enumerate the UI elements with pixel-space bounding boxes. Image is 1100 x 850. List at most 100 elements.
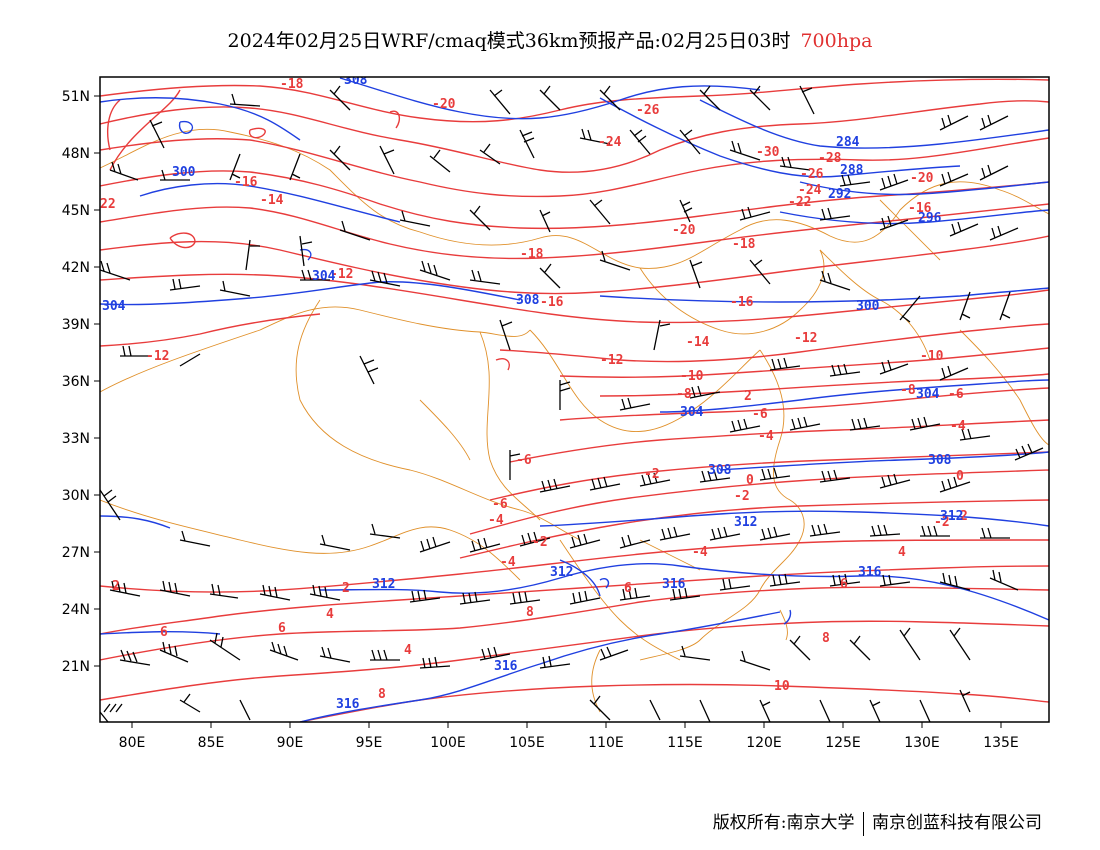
temp-label: -2 [644, 467, 660, 482]
wind-barbs [100, 85, 1044, 722]
chart-title: 2024年02月25日WRF/cmaq模式36km预报产品:02月25日03时 7… [0, 26, 1100, 53]
lon-tick: 85E [198, 722, 225, 751]
lon-label: 100E [430, 735, 466, 751]
height-label: 296 [918, 211, 942, 226]
lon-label: 105E [509, 735, 545, 751]
temp-label: 8 [378, 687, 386, 702]
temp-label: 2 [960, 509, 968, 524]
lat-label: 30N [62, 488, 90, 504]
temp-label: -24 [798, 183, 822, 198]
temp-label: -4 [500, 555, 516, 570]
lon-label: 90E [277, 735, 304, 751]
lon-label: 130E [904, 735, 940, 751]
temp-label: -4 [692, 545, 708, 560]
footer-divider [862, 811, 864, 836]
temp-label: -26 [800, 167, 824, 182]
height-label: 308 [928, 453, 952, 468]
lat-label: 51N [62, 89, 90, 105]
temp-label: -4 [488, 513, 504, 528]
temp-label: -10 [680, 369, 704, 384]
temp-label: 0 [746, 473, 754, 488]
lat-label: 21N [62, 659, 90, 675]
lat-tick: 24N [62, 602, 100, 618]
lat-tick: 42N [62, 260, 100, 276]
lon-tick: 100E [430, 722, 466, 751]
lat-tick: 33N [62, 431, 100, 447]
temp-label: -6 [492, 497, 508, 512]
lat-tick: 45N [62, 203, 100, 219]
lat-tick: 48N [62, 146, 100, 162]
lat-label: 45N [62, 203, 90, 219]
temp-label: -6 [752, 407, 768, 422]
height-label: 304 [680, 405, 704, 420]
temp-label: -22 [788, 195, 811, 210]
temp-label: -18 [520, 247, 544, 262]
temp-label: -8 [676, 387, 692, 402]
lat-label: 33N [62, 431, 90, 447]
lon-label: 95E [356, 735, 383, 751]
temp-label: 6 [160, 625, 168, 640]
temp-label: -20 [432, 97, 456, 112]
height-label: 300 [172, 165, 196, 180]
height-label: 284 [836, 135, 860, 150]
lon-label: 120E [746, 735, 782, 751]
temp-label: -26 [636, 103, 660, 118]
lon-label: 135E [983, 735, 1019, 751]
copyright-company: 南京创蓝科技有限公司 [872, 813, 1042, 833]
lon-tick: 90E [277, 722, 304, 751]
lon-label: 110E [588, 735, 624, 751]
temp-label: -20 [910, 171, 934, 186]
height-contours [100, 77, 1049, 722]
temp-label: -16 [908, 201, 932, 216]
temp-label: -4 [950, 419, 966, 434]
lon-tick: 115E [667, 722, 703, 751]
height-label: 300 [856, 299, 880, 314]
copyright-owner: 版权所有:南京大学 [712, 813, 855, 833]
temp-label: -16 [730, 295, 754, 310]
temp-label: 2 [112, 579, 120, 594]
lat-tick: 21N [62, 659, 100, 675]
temp-label: -12 [146, 349, 169, 364]
height-label: 308 [344, 73, 368, 88]
temp-label: -6 [948, 387, 964, 402]
height-label: 292 [828, 187, 851, 202]
lat-label: 36N [62, 374, 90, 390]
height-label: 304 [102, 299, 126, 314]
lon-tick: 120E [746, 722, 782, 751]
temperature-labels: -18 -20 -26 -24 -30 -28 -26 -24 -22 -20 … [100, 77, 968, 702]
height-label: 304 [916, 387, 940, 402]
temp-label: 2 [342, 581, 350, 596]
map-frame [99, 76, 1050, 723]
temp-label: -18 [732, 237, 756, 252]
temp-label: -12 [794, 331, 817, 346]
lat-label: 48N [62, 146, 90, 162]
lon-tick: 130E [904, 722, 940, 751]
lon-label: 125E [825, 735, 861, 751]
temp-label: -12 [330, 267, 353, 282]
height-label: 308 [708, 463, 732, 478]
lat-label: 27N [62, 545, 90, 561]
copyright-footer: 版权所有:南京大学 南京创蓝科技有限公司 [713, 808, 1042, 836]
temp-label: -14 [686, 335, 710, 350]
height-label: 316 [336, 697, 360, 712]
temperature-contours [100, 78, 1049, 722]
temp-label: -2 [934, 515, 950, 530]
lat-tick: 27N [62, 545, 100, 561]
temp-label: 6 [624, 581, 632, 596]
temp-label: -20 [672, 223, 696, 238]
temp-label: 10 [774, 679, 790, 694]
lon-label: 85E [198, 735, 225, 751]
height-label: 312 [550, 565, 573, 580]
temp-label: -30 [756, 145, 780, 160]
latitude-axis: 51N 48N 45N 42N 39N 36N 33N 30N 27N 24N … [62, 89, 100, 675]
temp-label: -18 [280, 77, 304, 92]
height-label: 316 [494, 659, 518, 674]
temp-label: 4 [898, 545, 906, 560]
lon-tick: 125E [825, 722, 861, 751]
height-label: 312 [940, 509, 963, 524]
lon-tick: 110E [588, 722, 624, 751]
lon-tick: 80E [119, 722, 145, 751]
lat-label: 39N [62, 317, 90, 333]
temp-label: -2 [532, 535, 548, 550]
